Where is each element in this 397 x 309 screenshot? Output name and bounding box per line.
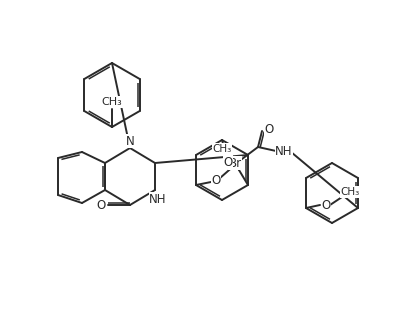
Text: O: O bbox=[322, 198, 331, 211]
Text: O: O bbox=[224, 155, 233, 168]
Text: O: O bbox=[96, 198, 106, 211]
Text: CH₃: CH₃ bbox=[212, 144, 231, 154]
Text: Br: Br bbox=[228, 156, 241, 170]
Text: N: N bbox=[125, 134, 134, 147]
Text: O: O bbox=[211, 173, 221, 187]
Text: CH₃: CH₃ bbox=[102, 97, 122, 107]
Text: CH₃: CH₃ bbox=[340, 187, 360, 197]
Text: NH: NH bbox=[275, 145, 293, 158]
Text: O: O bbox=[264, 122, 274, 136]
Text: NH: NH bbox=[149, 193, 167, 205]
